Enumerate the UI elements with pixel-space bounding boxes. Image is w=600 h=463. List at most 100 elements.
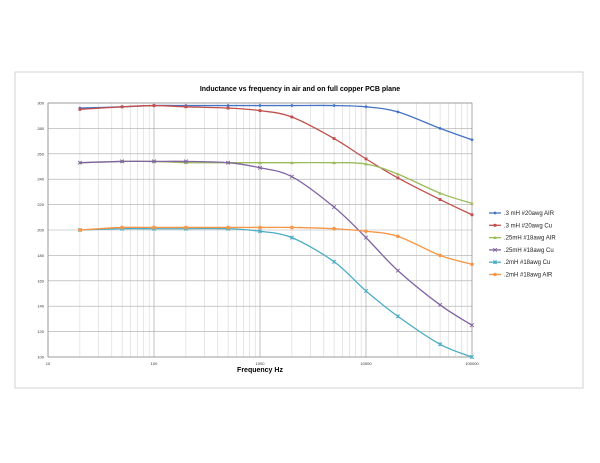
data-point-marker: [493, 223, 497, 227]
y-tick-label: 200: [37, 228, 44, 233]
data-point-marker: [469, 323, 475, 328]
series-4: [77, 159, 475, 328]
data-point-marker: [289, 235, 295, 240]
data-point-marker: [364, 105, 368, 109]
data-point-marker: [258, 109, 262, 113]
legend-entry: .3 mH #20awg AIR: [489, 211, 555, 217]
data-point-marker: [364, 229, 368, 234]
data-point-marker: [289, 174, 295, 179]
data-point-marker: [290, 115, 294, 119]
legend-label: .3 mH #20awg AIR: [504, 211, 555, 217]
y-tick-label: 140: [37, 304, 44, 309]
series-line: [79, 160, 473, 326]
legend: .3 mH #20awg AIR .3 mH #20awg Cu .25mH #18…: [489, 211, 556, 279]
legend-label: .25mH #18awg Cu: [504, 248, 554, 254]
data-point-marker: [184, 105, 188, 109]
y-tick-label: 120: [37, 329, 44, 334]
data-point-marker: [469, 354, 475, 360]
y-tick-label: 260: [37, 151, 44, 156]
legend-label: .3 mH #20awg Cu: [504, 223, 552, 229]
data-point-marker: [120, 105, 124, 109]
y-tick-label: 160: [37, 278, 44, 283]
legend-label: .2mH #18awg AIR: [504, 273, 553, 279]
x-tick-label: 10000: [360, 361, 372, 366]
data-point-marker: [438, 191, 442, 195]
x-axis-title: Frequency Hz: [237, 367, 283, 374]
data-point-marker: [290, 225, 294, 230]
legend-entry: .3 mH #20awg Cu: [489, 223, 552, 229]
tick-labels: 10 100 1000 10000 10000010012014016018020022…: [37, 101, 479, 367]
y-tick-label: 220: [37, 202, 44, 207]
legend-entry: .25mH #18awg Cu: [489, 247, 554, 254]
series-line: [79, 104, 473, 216]
data-point-marker: [470, 138, 474, 142]
legend-entry: .25mH #18awg AIR: [489, 236, 556, 242]
y-tick-label: 100: [37, 355, 44, 360]
data-point-marker: [331, 259, 337, 264]
data-point-marker: [470, 262, 474, 267]
legend-entry: .2mH #18awg AIR: [489, 273, 553, 279]
y-tick-label: 280: [37, 126, 44, 131]
y-tick-label: 180: [37, 253, 44, 258]
data-point-marker: [331, 205, 337, 210]
data-point-marker: [493, 211, 497, 215]
data-point-marker: [119, 159, 125, 164]
data-point-marker: [492, 247, 498, 253]
data-point-marker: [151, 159, 157, 164]
data-point-marker: [332, 226, 336, 231]
data-point-marker: [332, 103, 336, 108]
legend-entry: .2mH #18awg Cu: [489, 260, 550, 266]
data-point-marker: [225, 160, 231, 165]
data-point-marker: [332, 137, 336, 140]
data-point-marker: [363, 288, 369, 294]
data-point-marker: [437, 302, 443, 308]
data-point-marker: [184, 160, 188, 165]
x-tick-label: 1000: [256, 361, 266, 366]
data-point-marker: [493, 235, 497, 240]
legend-label: .25mH #18awg AIR: [504, 236, 556, 242]
data-point-marker: [290, 103, 294, 108]
data-point-marker: [257, 229, 263, 234]
data-point-marker: [226, 103, 230, 108]
data-point-marker: [290, 160, 294, 165]
series-line: [79, 226, 473, 265]
y-tick-label: 240: [37, 177, 44, 182]
data-point-marker: [396, 110, 400, 114]
data-point-marker: [184, 225, 188, 230]
data-point-marker: [470, 213, 474, 217]
series-line: [79, 227, 473, 358]
data-point-marker: [78, 107, 82, 111]
data-point-marker: [395, 314, 401, 319]
data-point-marker: [364, 162, 368, 166]
data-point-marker: [395, 268, 401, 273]
x-tick-label: 10: [46, 361, 51, 366]
legend-label: .2mH #18awg Cu: [504, 260, 550, 266]
data-point-marker: [77, 160, 83, 165]
data-point-marker: [470, 201, 474, 205]
data-point-marker: [493, 272, 497, 277]
data-point-marker: [258, 225, 262, 230]
data-point-marker: [258, 103, 262, 108]
data-point-marker: [438, 198, 442, 201]
data-point-marker: [120, 225, 124, 230]
data-point-marker: [396, 176, 400, 180]
series-6: [78, 225, 474, 267]
data-point-marker: [226, 106, 230, 110]
data-point-marker: [78, 228, 82, 232]
data-point-marker: [437, 342, 443, 347]
data-point-marker: [396, 172, 400, 176]
chart-title: Inductance vs frequency in air and on fu…: [200, 86, 400, 93]
data-point-marker: [257, 165, 263, 170]
data-point-marker: [364, 157, 368, 161]
data-point-marker: [258, 160, 262, 165]
x-tick-label: 100000: [465, 361, 479, 366]
data-point-marker: [438, 253, 442, 258]
data-point-marker: [226, 225, 230, 230]
series-2: [78, 104, 474, 217]
data-point-marker: [438, 126, 442, 131]
series-layer: [77, 103, 475, 360]
data-point-marker: [332, 160, 336, 165]
y-tick-label: 300: [37, 101, 44, 106]
plot-area-frame: [47, 102, 473, 358]
